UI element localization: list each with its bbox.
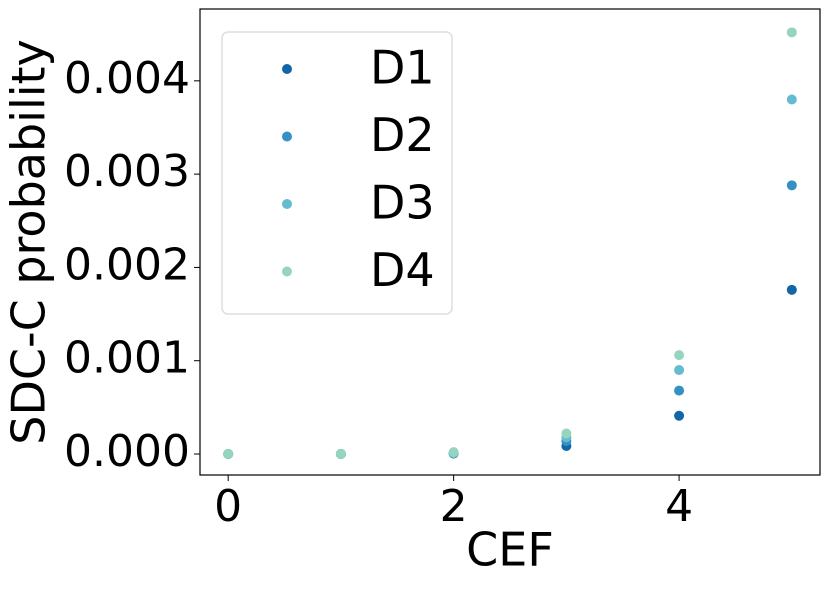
legend-label: D1 (370, 41, 435, 95)
y-tick-label: 0.004 (64, 53, 190, 104)
point (448, 447, 459, 458)
point (786, 180, 797, 191)
legend-marker (282, 199, 292, 209)
y-tick-label: 0.001 (64, 333, 190, 384)
point (786, 284, 797, 295)
plot-area (199, 8, 821, 476)
point (674, 410, 685, 421)
point (561, 428, 572, 439)
y-tick-label: 0.000 (64, 426, 190, 477)
x-tick-label: 4 (665, 481, 693, 532)
y-tick-label: 0.002 (64, 239, 190, 290)
point (223, 449, 234, 460)
x-axis-label: CEF (466, 523, 554, 577)
legend-marker (282, 266, 292, 277)
point (674, 385, 685, 396)
point (335, 449, 346, 460)
legend-label: D3 (370, 176, 435, 230)
x-tick-label: 2 (440, 481, 468, 532)
point (786, 94, 797, 105)
legend-marker (282, 64, 292, 74)
point (674, 365, 685, 376)
legend-box (221, 31, 453, 315)
legend-label: D2 (370, 108, 435, 162)
y-axis-label: SDC-C probability (2, 39, 56, 445)
y-tick-label: 0.003 (64, 146, 190, 197)
point (786, 27, 797, 38)
legend-label: D4 (370, 243, 435, 297)
x-tick-label: 0 (214, 481, 242, 532)
legend-marker (282, 131, 292, 142)
point (674, 350, 685, 361)
